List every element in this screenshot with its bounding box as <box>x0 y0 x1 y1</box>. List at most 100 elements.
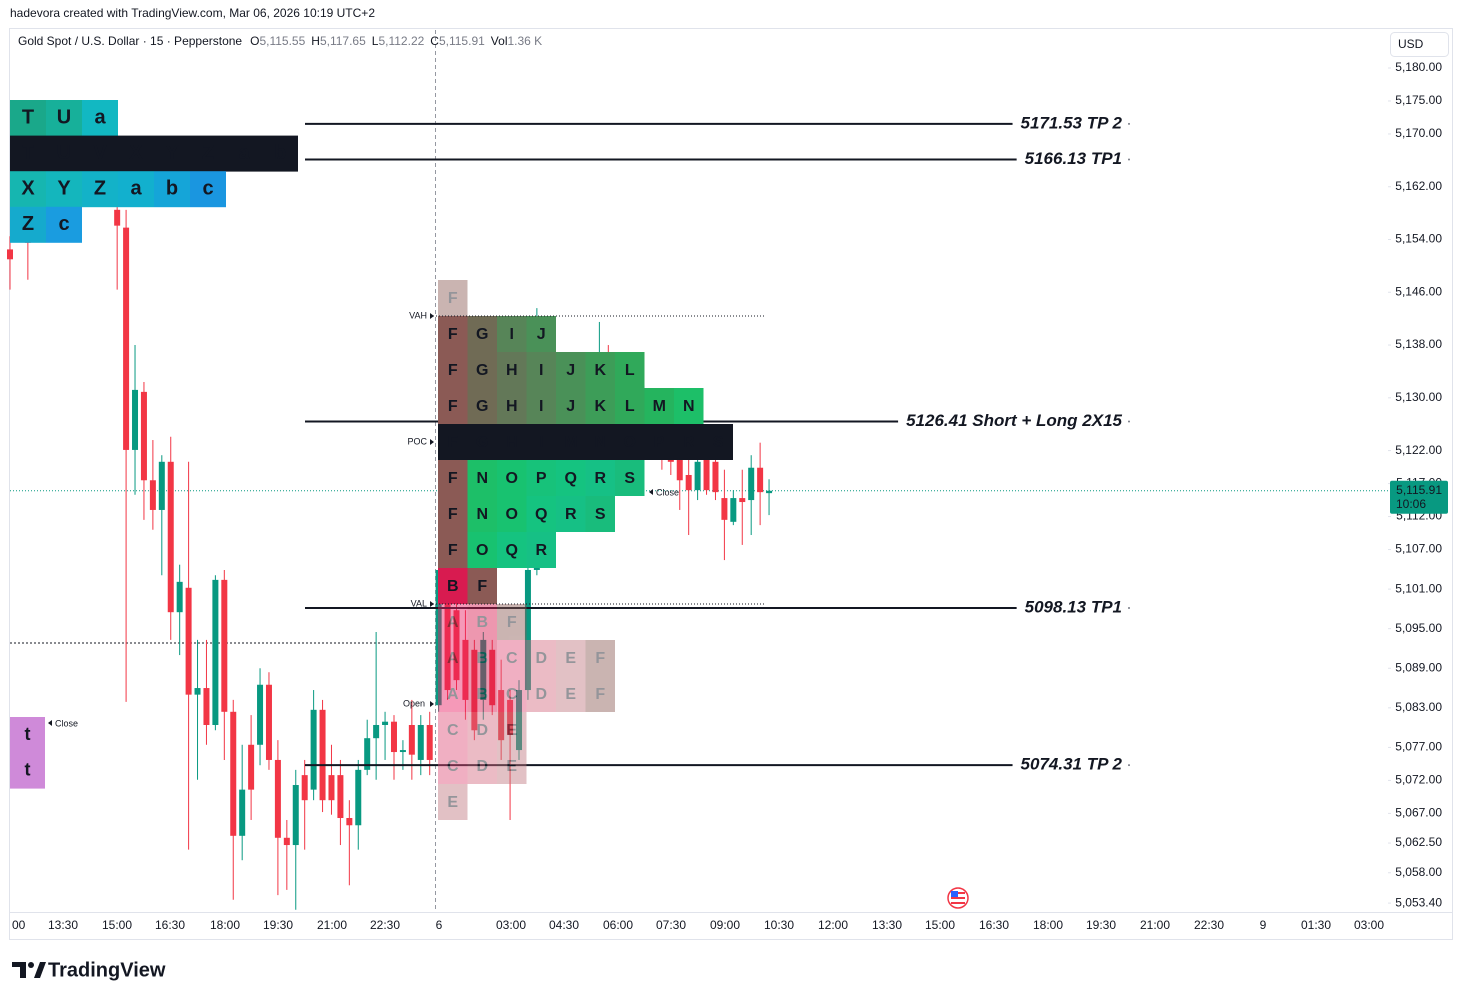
session-cell <box>10 135 46 172</box>
candle-body <box>158 461 165 510</box>
profile-letter: F <box>448 542 458 559</box>
profile-letter: G <box>476 326 488 343</box>
candle-body <box>373 724 380 739</box>
profile-cell <box>615 424 645 460</box>
candle-body <box>346 818 353 826</box>
session-cell <box>46 135 82 172</box>
price-tick-label: 5,077.00 <box>1395 740 1442 754</box>
currency[interactable]: USD <box>1398 37 1424 51</box>
brand-name[interactable]: TradingView <box>48 959 166 981</box>
profile-cell <box>556 352 586 388</box>
profile-letter: F <box>477 578 487 595</box>
close-tag: Close <box>55 718 78 728</box>
profile-cell <box>467 532 497 568</box>
profile-cell <box>467 712 497 748</box>
profile-letter: G <box>476 434 488 451</box>
time-label: 06:00 <box>603 918 633 932</box>
profile-cell <box>585 388 615 424</box>
profile-letter: D <box>535 686 547 703</box>
close-cell <box>10 717 45 753</box>
last-price-badge <box>1390 480 1448 514</box>
profile-row: F <box>438 280 468 316</box>
profile-cell <box>438 640 468 676</box>
profile-cell <box>497 640 527 676</box>
session-letter: Y <box>57 177 71 199</box>
candle-body <box>489 649 496 706</box>
profile-cell <box>438 604 468 640</box>
profile-letter: B <box>447 578 459 595</box>
profile-marker: POC <box>407 436 427 446</box>
profile-letter: S <box>624 470 635 487</box>
profile-cell <box>526 676 556 712</box>
candle-body <box>7 249 13 260</box>
time-label: 21:00 <box>1140 918 1170 932</box>
profile-letter: N <box>476 506 488 523</box>
profile-letter: I <box>539 398 543 415</box>
price-tick-label: 5,175.00 <box>1395 93 1442 107</box>
price-tick-label: 5,180.00 <box>1395 60 1442 74</box>
level-label: 5166.13 TP1 <box>1025 149 1122 168</box>
profile-letter: J <box>537 326 546 343</box>
session-letter: c <box>202 177 213 199</box>
session-cell <box>82 135 118 172</box>
profile-cell <box>438 460 468 496</box>
level-label: 5171.53 TP 2 <box>1021 113 1123 132</box>
ohlc-value: 1.36 K <box>507 34 542 48</box>
session-letter: Z <box>202 142 214 164</box>
profile-letter: E <box>506 758 517 775</box>
profile-cell <box>644 388 674 424</box>
event-flag[interactable] <box>947 887 969 909</box>
profile-cell <box>467 388 497 424</box>
candle-body <box>730 498 737 522</box>
marker-arrow <box>430 601 434 607</box>
candle-body <box>257 684 264 745</box>
profile-letter: L <box>625 362 635 379</box>
candle-body <box>694 461 701 491</box>
brand-logo[interactable] <box>12 962 46 978</box>
profile-letter: E <box>447 794 458 811</box>
profile-letter: E <box>565 686 576 703</box>
candle-body <box>355 769 362 826</box>
candle-body <box>498 690 505 741</box>
profile-letter: B <box>476 650 488 667</box>
profile-letter: N <box>476 470 488 487</box>
profile-cell <box>556 388 586 424</box>
profile-letter: R <box>594 470 606 487</box>
candle-body <box>382 721 389 725</box>
session-letter: X <box>21 177 35 199</box>
price-tick-label: 5,146.00 <box>1395 284 1442 298</box>
profile-letter: K <box>594 398 606 415</box>
profile-cell <box>526 532 556 568</box>
level-label: 5126.41 Short + Long 2X15 <box>906 411 1122 430</box>
currency-button[interactable] <box>1390 32 1449 57</box>
profile-letter: Q <box>506 542 518 559</box>
candle-body <box>516 690 523 751</box>
candle-body <box>310 709 317 790</box>
profile-cell <box>467 316 497 352</box>
time-label: 6 <box>436 918 443 932</box>
candle-body <box>123 227 130 450</box>
profile-letter: A <box>447 614 459 631</box>
price-tick-label: 5,170.00 <box>1395 126 1442 140</box>
session-cell <box>190 135 226 172</box>
candle-body <box>426 724 433 760</box>
session-cell <box>226 135 262 172</box>
ohlc-label: L <box>372 34 379 48</box>
candle-body <box>480 639 487 700</box>
profile-row: F G H I J K L <box>438 352 645 388</box>
level-handle <box>1128 122 1130 125</box>
profile-cell <box>438 568 468 604</box>
symbol-name: Gold Spot / U.S. Dollar · 15 · Peppersto… <box>18 34 242 48</box>
close-letter: t <box>25 724 31 744</box>
session-letter: c <box>58 213 69 235</box>
session-cell <box>118 171 154 208</box>
candle-body <box>337 775 344 819</box>
profile-letter: C <box>506 686 518 703</box>
profile-letter: F <box>448 434 458 451</box>
profile-letter: O <box>506 470 518 487</box>
